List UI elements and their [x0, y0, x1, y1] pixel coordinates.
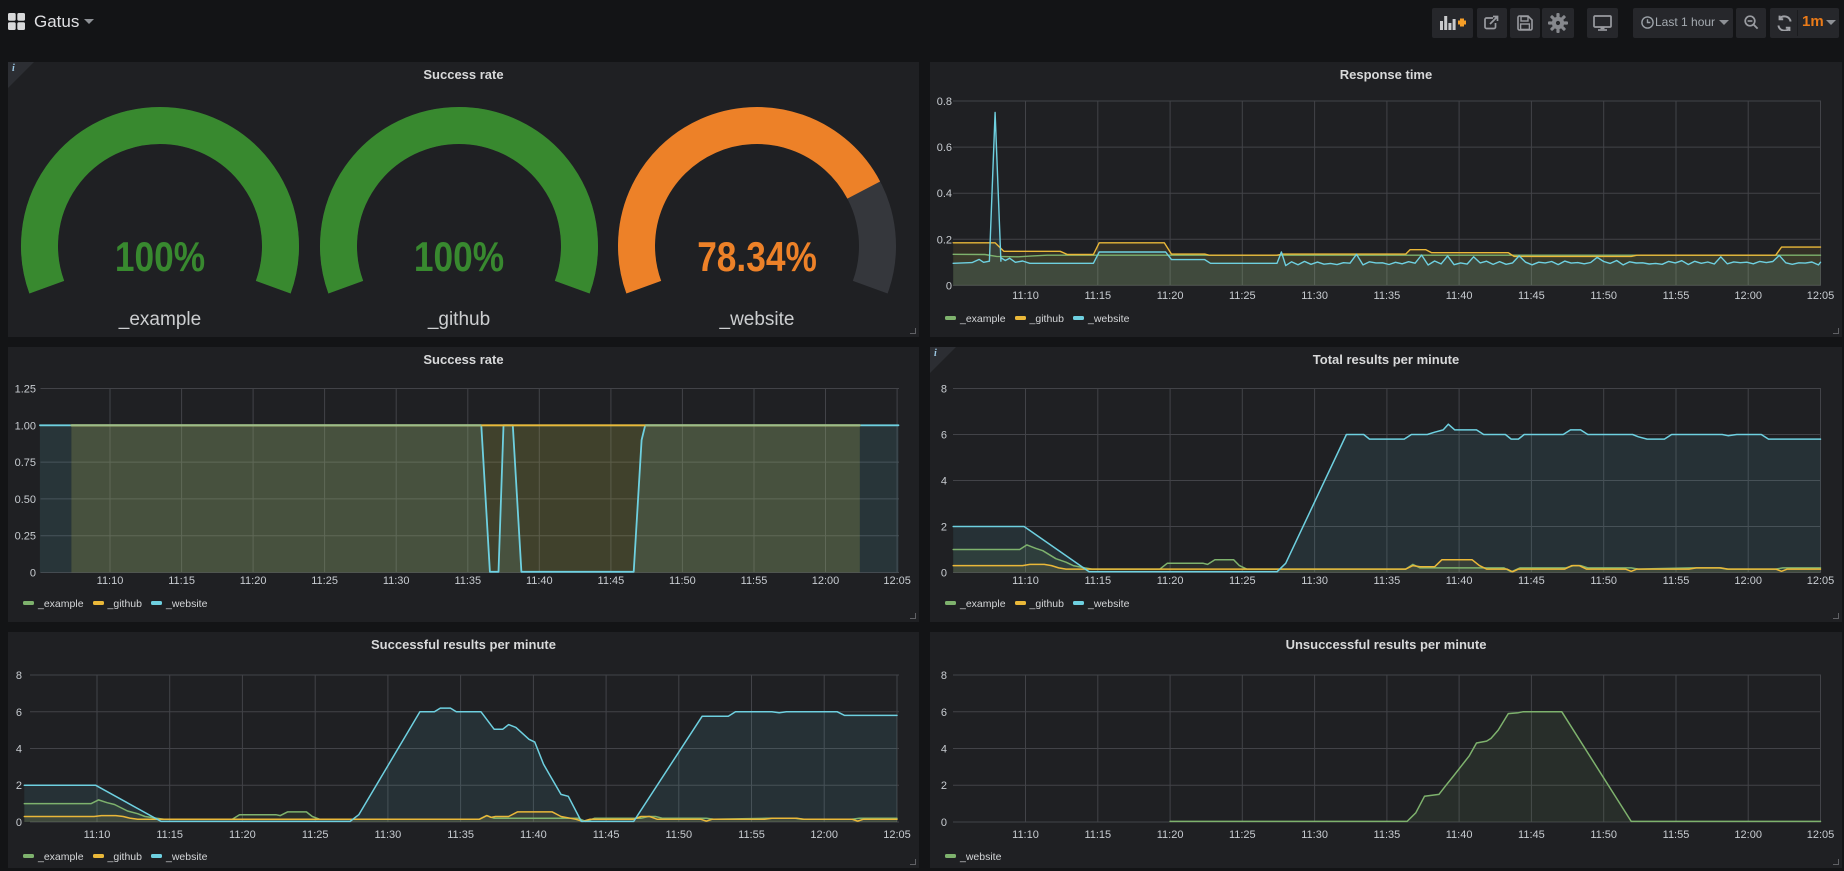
svg-text:11:45: 11:45 — [1518, 290, 1545, 302]
svg-text:11:15: 11:15 — [168, 575, 195, 587]
svg-text:11:35: 11:35 — [1374, 829, 1401, 841]
svg-text:11:35: 11:35 — [1374, 575, 1401, 587]
svg-text:11:15: 11:15 — [1084, 575, 1111, 587]
svg-text:11:45: 11:45 — [1518, 829, 1545, 841]
svg-text:11:15: 11:15 — [1084, 829, 1111, 841]
svg-text:11:20: 11:20 — [240, 575, 267, 587]
svg-text:11:30: 11:30 — [383, 575, 410, 587]
svg-text:11:45: 11:45 — [1518, 575, 1545, 587]
svg-text:11:30: 11:30 — [1301, 829, 1328, 841]
svg-text:11:35: 11:35 — [454, 575, 481, 587]
svg-text:12:05: 12:05 — [883, 829, 911, 841]
svg-text:11:20: 11:20 — [1157, 829, 1184, 841]
svg-text:11:25: 11:25 — [1229, 829, 1256, 841]
svg-text:4: 4 — [941, 476, 947, 488]
svg-text:12:05: 12:05 — [1807, 829, 1835, 841]
svg-text:11:45: 11:45 — [598, 575, 625, 587]
svg-text:11:10: 11:10 — [84, 829, 111, 841]
svg-text:8: 8 — [16, 670, 22, 682]
svg-text:6: 6 — [941, 430, 947, 442]
svg-text:11:50: 11:50 — [1590, 829, 1617, 841]
svg-text:11:55: 11:55 — [1663, 575, 1690, 587]
svg-text:11:30: 11:30 — [1301, 290, 1328, 302]
svg-text:11:30: 11:30 — [1301, 575, 1328, 587]
svg-text:11:55: 11:55 — [1663, 290, 1690, 302]
svg-text:0: 0 — [941, 568, 947, 580]
svg-text:11:15: 11:15 — [1084, 290, 1111, 302]
svg-text:_website: _website — [719, 309, 795, 330]
svg-text:1.25: 1.25 — [15, 384, 36, 396]
svg-text:12:05: 12:05 — [1807, 575, 1835, 587]
svg-text:11:50: 11:50 — [1590, 575, 1617, 587]
svg-text:11:10: 11:10 — [97, 575, 124, 587]
svg-text:78.34%: 78.34% — [697, 234, 817, 281]
svg-text:11:35: 11:35 — [1374, 290, 1401, 302]
svg-text:11:40: 11:40 — [1446, 290, 1473, 302]
svg-text:0: 0 — [946, 280, 952, 292]
svg-text:11:10: 11:10 — [1012, 290, 1039, 302]
svg-text:0: 0 — [941, 817, 947, 829]
svg-text:11:45: 11:45 — [593, 829, 620, 841]
svg-text:12:05: 12:05 — [883, 575, 911, 587]
svg-text:0.2: 0.2 — [937, 234, 952, 246]
svg-text:11:20: 11:20 — [1157, 575, 1184, 587]
svg-text:11:55: 11:55 — [738, 829, 765, 841]
svg-text:0: 0 — [16, 817, 22, 829]
svg-text:11:20: 11:20 — [1157, 290, 1184, 302]
svg-text:_example: _example — [118, 309, 201, 330]
svg-text:4: 4 — [941, 744, 947, 756]
svg-text:11:25: 11:25 — [311, 575, 338, 587]
svg-text:6: 6 — [16, 707, 22, 719]
svg-text:11:25: 11:25 — [1229, 290, 1256, 302]
svg-text:0: 0 — [30, 568, 36, 580]
svg-text:12:05: 12:05 — [1807, 290, 1835, 302]
svg-text:11:15: 11:15 — [156, 829, 183, 841]
svg-text:11:55: 11:55 — [1663, 829, 1690, 841]
svg-text:11:40: 11:40 — [1446, 575, 1473, 587]
svg-text:4: 4 — [16, 744, 22, 756]
svg-text:11:25: 11:25 — [1229, 575, 1256, 587]
svg-text:12:00: 12:00 — [1734, 290, 1762, 302]
svg-text:11:10: 11:10 — [1012, 575, 1039, 587]
svg-text:2: 2 — [941, 522, 947, 534]
svg-text:8: 8 — [941, 670, 947, 682]
svg-text:11:50: 11:50 — [669, 575, 696, 587]
svg-text:11:40: 11:40 — [526, 575, 553, 587]
svg-text:12:00: 12:00 — [1734, 575, 1762, 587]
svg-text:2: 2 — [941, 780, 947, 792]
svg-text:11:40: 11:40 — [1446, 829, 1473, 841]
svg-text:0.50: 0.50 — [15, 494, 36, 506]
svg-text:_github: _github — [427, 309, 490, 330]
svg-text:12:00: 12:00 — [810, 829, 838, 841]
svg-text:11:50: 11:50 — [1590, 290, 1617, 302]
svg-text:0.4: 0.4 — [937, 188, 952, 200]
svg-text:12:00: 12:00 — [812, 575, 840, 587]
svg-text:11:20: 11:20 — [229, 829, 256, 841]
svg-text:11:30: 11:30 — [375, 829, 402, 841]
svg-text:0.6: 0.6 — [937, 142, 952, 154]
svg-text:11:35: 11:35 — [447, 829, 474, 841]
svg-text:0.8: 0.8 — [937, 96, 952, 108]
svg-text:0.25: 0.25 — [15, 531, 36, 543]
svg-text:11:50: 11:50 — [665, 829, 692, 841]
svg-text:11:40: 11:40 — [520, 829, 547, 841]
svg-text:1.00: 1.00 — [15, 420, 36, 432]
svg-text:2: 2 — [16, 780, 22, 792]
svg-text:11:10: 11:10 — [1012, 829, 1039, 841]
svg-text:0.75: 0.75 — [15, 457, 36, 469]
svg-text:12:00: 12:00 — [1734, 829, 1762, 841]
svg-text:11:25: 11:25 — [302, 829, 329, 841]
svg-text:6: 6 — [941, 707, 947, 719]
svg-text:100%: 100% — [115, 234, 205, 281]
svg-text:11:55: 11:55 — [741, 575, 768, 587]
svg-text:100%: 100% — [414, 234, 504, 281]
svg-text:8: 8 — [941, 384, 947, 396]
